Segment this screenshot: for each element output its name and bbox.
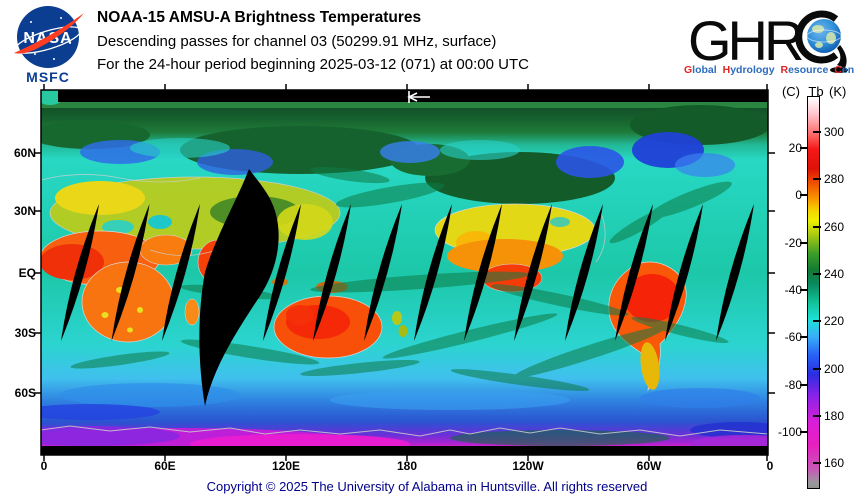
data-gap-swath — [162, 204, 200, 341]
kelvin-tick-label: 200 — [824, 362, 845, 376]
kelvin-tick-label: 260 — [824, 220, 845, 234]
lat-tick-label-eq: EQ — [18, 266, 36, 280]
lon-tick-label-180: 180 — [396, 459, 418, 473]
kelvin-tick-label: 180 — [824, 409, 845, 423]
lon-tick-label-60e: 60E — [154, 459, 176, 473]
data-gap-swath — [565, 204, 603, 341]
globe-stand — [837, 45, 847, 68]
data-gap-swath — [615, 204, 653, 341]
lat-tick-label-60n: 60N — [13, 146, 36, 160]
colorbar-tick — [813, 131, 821, 133]
nasa-logo-orbit — [14, 26, 82, 54]
lon-tick-label-120e: 120E — [271, 459, 301, 473]
antarctica-coastline — [41, 425, 768, 437]
celsius-tick-label: -60 — [784, 330, 802, 344]
data-gap-swath — [263, 204, 301, 341]
colorbar-tick — [813, 320, 821, 322]
nasa-center-label: MSFC — [26, 69, 70, 85]
kelvin-tick-label: 240 — [824, 267, 845, 281]
colorbar-gradient — [807, 96, 820, 489]
lon-tick-label-0w: 0 — [766, 459, 774, 473]
data-gap-swath — [61, 204, 99, 341]
colorbar-tick — [800, 147, 808, 149]
data-gap-swath — [514, 204, 552, 341]
page-subtitle-channel: Descending passes for channel 03 (50299.… — [97, 33, 497, 50]
colorbar-tick — [800, 194, 808, 196]
celsius-tick-label: -40 — [784, 283, 802, 297]
lon-tick-label-120w: 120W — [512, 459, 544, 473]
data-gap-swath — [313, 204, 351, 341]
tagline-word: Hydrology — [722, 64, 775, 76]
data-gap-swath — [716, 204, 754, 341]
celsius-tick-label: -20 — [784, 236, 802, 250]
ghrc-wordmark: GHR — [688, 9, 802, 72]
kelvin-tick-label: 280 — [824, 172, 845, 186]
kelvin-tick-label: 220 — [824, 314, 845, 328]
ghrc-logo: GHR — [688, 9, 848, 73]
copyright-notice: Copyright © 2025 The University of Alaba… — [206, 479, 648, 494]
tagline-word: Global — [684, 64, 717, 76]
data-gap-swath — [665, 204, 703, 341]
nasa-logo: NASA — [14, 6, 84, 68]
colorbar-tick — [800, 242, 808, 244]
data-gap-swath — [464, 204, 502, 341]
south-polar-gap-band — [41, 446, 768, 455]
lat-tick-label-30n: 30N — [13, 204, 36, 218]
globe-stand-base — [830, 67, 848, 73]
page-subtitle-period: For the 24-hour period beginning 2025-03… — [97, 56, 529, 73]
lat-tick-label-60s: 60S — [14, 386, 36, 400]
ghrc-c-letter — [795, 10, 839, 64]
pass-start-arrow-icon — [407, 91, 430, 103]
data-gap-swaths — [61, 169, 754, 406]
data-gap-swath — [414, 204, 452, 341]
data-gap-swath-large — [199, 169, 279, 406]
tagline-word: Center — [834, 64, 854, 76]
colorbar-tick — [813, 368, 821, 370]
map-axis-ticks — [34, 84, 775, 461]
kelvin-tick-label: 300 — [824, 125, 845, 139]
colorbar-tick — [813, 178, 821, 180]
ghrc-tagline: Global Hydrology Resource Center — [684, 64, 854, 76]
north-polar-gap-band — [58, 90, 768, 102]
colorbar-tick — [800, 336, 808, 338]
colorbar-kelvin-header: (K) — [829, 84, 847, 99]
celsius-tick-label: -80 — [784, 378, 802, 392]
colorbar-name: Tb — [808, 84, 824, 99]
colorbar-tick — [800, 431, 808, 433]
lon-tick-label-0e: 0 — [40, 459, 48, 473]
arctic-cold-patches — [80, 132, 735, 178]
colorbar-tick — [813, 462, 821, 464]
colorbar-celsius-header: (C) — [781, 84, 800, 99]
lon-tick-label-60w: 60W — [636, 459, 662, 473]
southern-ocean-cold — [41, 383, 768, 438]
nasa-logo-stars — [30, 17, 71, 60]
colorbar-tick — [813, 273, 821, 275]
tagline-word: Resource — [780, 64, 829, 76]
celsius-tick-label: 0 — [795, 188, 802, 202]
kelvin-tick-label: 160 — [824, 456, 845, 470]
data-gap-swath — [111, 204, 150, 341]
world-map-art — [41, 90, 768, 455]
celsius-tick-label: 20 — [788, 141, 802, 155]
globe-gridline — [806, 29, 842, 43]
page-title: NOAA-15 AMSU-A Brightness Temperatures — [97, 9, 422, 26]
colorbar-tick — [813, 415, 821, 417]
lat-tick-label-30s: 30S — [14, 326, 36, 340]
celsius-tick-label: -100 — [777, 425, 802, 439]
colorbar-tick — [813, 226, 821, 228]
colorbar-tick — [800, 289, 808, 291]
colorbar-tick — [800, 384, 808, 386]
data-gap-swath — [364, 204, 402, 341]
